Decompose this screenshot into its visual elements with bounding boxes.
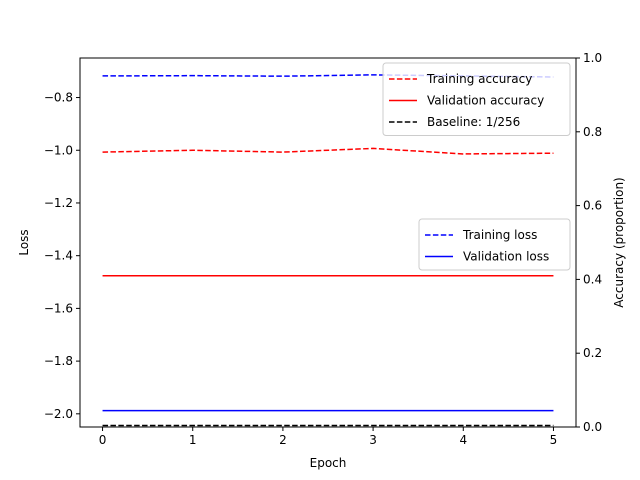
legend-label-validation-accuracy: Validation accuracy — [427, 94, 544, 108]
x-tick-label: 5 — [550, 433, 558, 447]
x-axis: 0 1 2 3 4 5 — [99, 427, 558, 447]
y-left-tick-label: −1.0 — [44, 143, 73, 157]
legend-label-training-loss: Training loss — [462, 228, 537, 242]
x-tick-label: 4 — [459, 433, 467, 447]
legend-frame — [382, 62, 571, 136]
legend-label-validation-loss: Validation loss — [463, 250, 549, 264]
legend-accuracy: Training accuracy Validation accuracy Base… — [382, 62, 571, 136]
x-axis-label: Epoch — [310, 456, 347, 470]
y-left-tick-label: −1.2 — [44, 196, 73, 210]
y-right-tick-label: 1.0 — [583, 51, 602, 65]
x-tick-label: 1 — [189, 433, 197, 447]
y-right-tick-label: 0.2 — [583, 346, 602, 360]
y-axis-right-label: Accuracy (proportion) — [612, 177, 626, 307]
legend-label-training-accuracy: Training accuracy — [426, 72, 532, 86]
x-tick-label: 3 — [369, 433, 377, 447]
y-left-tick-label: −1.6 — [44, 301, 73, 315]
y-right-tick-label: 0.6 — [583, 199, 602, 213]
series-line-training-accuracy — [102, 147, 554, 155]
x-tick-label: 0 — [99, 433, 107, 447]
y-axis-left-label: Loss — [17, 229, 31, 255]
y-left-tick-label: −1.8 — [44, 354, 73, 368]
plot-frame — [79, 57, 577, 428]
legend-loss: Training loss Validation loss — [418, 218, 571, 271]
y-right-tick-label: 0.4 — [583, 272, 602, 286]
x-tick-label: 2 — [279, 433, 287, 447]
legend-frame — [418, 218, 571, 271]
legend-label-baseline-1-256: Baseline: 1/256 — [427, 115, 520, 129]
y-axis-right: 0.0 0.2 0.4 0.6 0.8 1.0 — [576, 51, 602, 434]
y-left-tick-label: −2.0 — [44, 407, 73, 421]
y-left-tick-label: −1.4 — [44, 249, 73, 263]
y-right-tick-label: 0.8 — [583, 125, 602, 139]
y-axis-left: −2.0 −1.8 −1.6 −1.4 −1.2 −1.0 −0.8 — [44, 91, 80, 421]
y-right-tick-label: 0.0 — [583, 420, 602, 434]
y-left-tick-label: −0.8 — [44, 91, 73, 105]
